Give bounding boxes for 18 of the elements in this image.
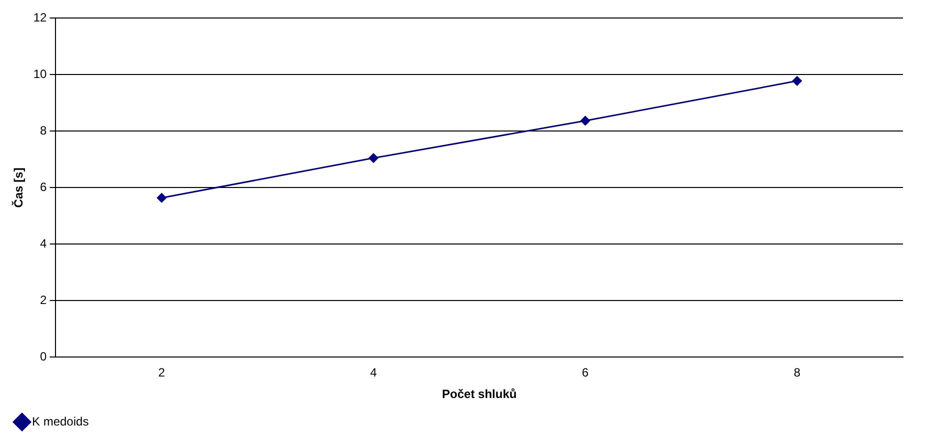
- y-tick-label: 12: [33, 10, 48, 25]
- x-tick-label: 2: [158, 366, 166, 380]
- x-tick-label: 4: [370, 366, 378, 380]
- y-tick-label: 8: [40, 124, 48, 138]
- x-tick-label: 8: [794, 366, 801, 380]
- y-tick-label: 10: [33, 67, 48, 82]
- point: [368, 153, 378, 163]
- point: [792, 76, 802, 86]
- x-tick-label: 6: [582, 366, 589, 380]
- y-tick-label: 2: [40, 293, 48, 308]
- point: [156, 193, 166, 203]
- y-axis-title: Čas [s]: [12, 168, 26, 208]
- y-tick-label: 0: [40, 350, 48, 364]
- legend-label: K medoids: [32, 414, 89, 428]
- y-tick-label: 4: [40, 236, 48, 251]
- y-tick-label: 6: [40, 180, 48, 194]
- point: [580, 116, 590, 126]
- x-axis-title: Počet shluků: [442, 387, 517, 402]
